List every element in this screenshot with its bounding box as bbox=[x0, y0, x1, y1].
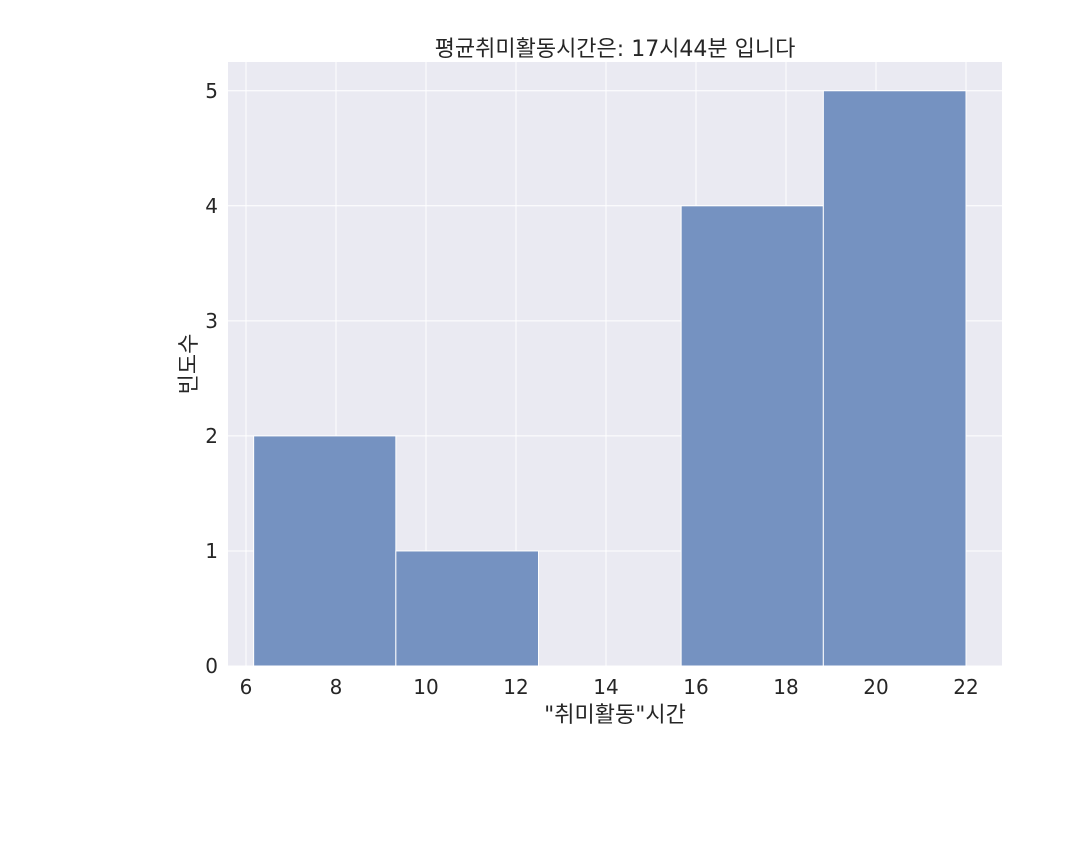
x-tick-label: 10 bbox=[413, 675, 438, 699]
x-tick-label: 6 bbox=[240, 675, 253, 699]
histogram-bars bbox=[253, 90, 967, 667]
y-tick-label: 4 bbox=[205, 194, 218, 218]
histogram-bar bbox=[395, 550, 539, 667]
y-tick-labels: 0 1 2 3 4 5 bbox=[205, 79, 218, 678]
y-tick-label: 2 bbox=[205, 424, 218, 448]
histogram-bar bbox=[822, 90, 967, 667]
chart-title: 평균취미활동시간은: 17시44분 입니다 bbox=[435, 37, 796, 62]
x-tick-label: 18 bbox=[773, 675, 798, 699]
x-tick-label: 8 bbox=[330, 675, 343, 699]
x-tick-label: 16 bbox=[683, 675, 708, 699]
x-tick-label: 22 bbox=[953, 675, 978, 699]
y-tick-label: 1 bbox=[205, 539, 218, 563]
histogram-bar bbox=[680, 205, 824, 667]
x-tick-label: 14 bbox=[593, 675, 618, 699]
y-axis-title: 빈도수 bbox=[177, 334, 202, 395]
histogram-bar bbox=[253, 435, 397, 667]
y-tick-label: 5 bbox=[205, 79, 218, 103]
y-tick-label: 0 bbox=[205, 654, 218, 678]
x-tick-label: 12 bbox=[503, 675, 528, 699]
x-tick-labels: 6 8 10 12 14 16 18 20 22 bbox=[240, 675, 979, 699]
x-tick-label: 20 bbox=[863, 675, 888, 699]
y-tick-label: 3 bbox=[205, 309, 218, 333]
x-axis-title: "취미활동"시간 bbox=[544, 703, 686, 728]
